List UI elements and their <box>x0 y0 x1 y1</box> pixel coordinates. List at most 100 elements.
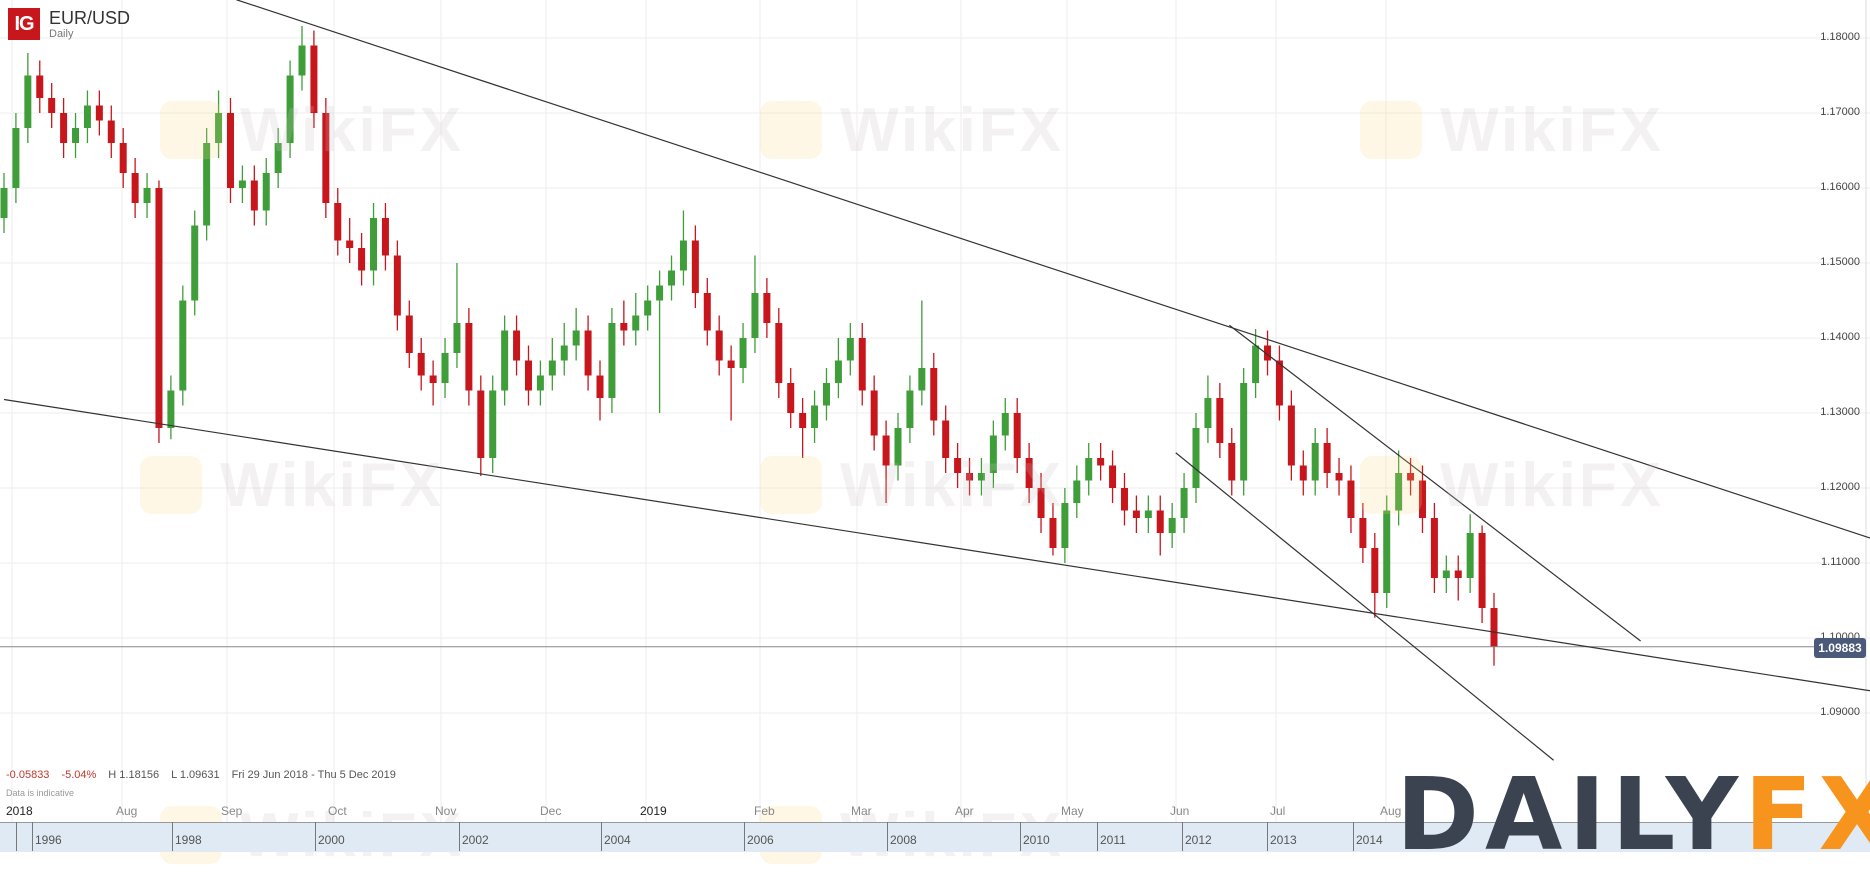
candle-down <box>930 368 938 421</box>
price-tick: 1.15000 <box>1820 256 1860 268</box>
navigator-separator <box>1182 822 1183 851</box>
navigator-separator <box>887 822 888 851</box>
candle-up <box>906 390 914 428</box>
price-tick: 1.11000 <box>1821 556 1860 568</box>
candle-down <box>966 473 974 481</box>
candle-up <box>1168 518 1176 533</box>
change-percent: -5.04% <box>61 769 97 781</box>
candle-up <box>1252 345 1260 383</box>
candle-down <box>322 113 330 203</box>
date-range: Fri 29 Jun 2018 - Thu 5 Dec 2019 <box>231 769 396 781</box>
candle-up <box>441 353 449 383</box>
candle-up <box>286 75 294 143</box>
candle-down <box>1156 510 1164 533</box>
candle-up <box>262 173 270 211</box>
navigator-separator <box>16 822 17 851</box>
candle-up <box>1061 503 1069 548</box>
candle-down <box>1228 443 1236 481</box>
price-tick: 1.18000 <box>1820 31 1860 43</box>
time-tick: 2018 <box>6 804 33 818</box>
candle-up <box>1204 398 1212 428</box>
candle-down <box>417 353 425 376</box>
candle-down <box>1323 443 1331 473</box>
current-price-label: 1.09883 <box>1814 638 1866 658</box>
candle-up <box>191 225 199 301</box>
candle-up <box>1001 413 1009 436</box>
candle-down <box>346 240 354 248</box>
trendlines <box>3 0 1870 761</box>
candle-down <box>715 330 723 361</box>
wikifx-watermark-icon <box>1360 101 1422 159</box>
navigator-separator <box>459 822 460 851</box>
wikifx-watermark: WikiFX <box>1440 96 1665 165</box>
candle-down <box>954 458 962 473</box>
time-tick: Mar <box>851 804 872 818</box>
candle-down <box>1049 518 1057 548</box>
time-tick: Feb <box>754 804 775 818</box>
time-tick: Jun <box>1170 804 1190 818</box>
wikifx-watermark-icon <box>760 456 822 514</box>
symbol-title: EUR/USD <box>49 8 131 28</box>
navigator-separator <box>1097 822 1098 851</box>
navigator-separator <box>1020 822 1021 851</box>
candle-up <box>572 330 580 346</box>
candle-down <box>858 338 866 391</box>
chart-header: IG EUR/USD Daily <box>8 8 130 40</box>
candle-down <box>155 188 163 428</box>
candle-up <box>656 285 664 301</box>
navigator-separator <box>32 822 33 851</box>
navigator-year: 2006 <box>747 833 774 847</box>
candle-down <box>799 413 807 428</box>
candle-down <box>95 105 103 121</box>
candle-down <box>620 323 628 331</box>
candle-up <box>977 473 985 481</box>
navigator[interactable] <box>0 822 1870 852</box>
candle-down <box>1454 570 1462 578</box>
trendline <box>1175 452 1554 761</box>
candle-down <box>1490 608 1498 647</box>
candle-down <box>465 323 473 391</box>
candle-up <box>1466 533 1474 578</box>
candle-up <box>1073 480 1081 503</box>
navigator-year: 2012 <box>1185 833 1212 847</box>
wikifx-watermark: WikiFX <box>840 451 1065 520</box>
candle-up <box>918 368 926 391</box>
candle-down <box>1287 405 1295 466</box>
trendline <box>3 398 1870 692</box>
time-tick: Nov <box>435 804 457 818</box>
time-tick: Oct <box>328 804 347 818</box>
candle-up <box>1144 510 1152 518</box>
price-chart[interactable] <box>0 0 1870 851</box>
candle-up <box>274 143 282 173</box>
candle-up <box>453 323 461 353</box>
navigator-separator <box>744 822 745 851</box>
candle-down <box>763 293 771 323</box>
time-tick: Jul <box>1270 804 1286 818</box>
data-indicative-note: Data is indicative <box>6 788 75 798</box>
candle-down <box>1275 360 1283 406</box>
candle-down <box>1430 518 1438 578</box>
dailyfx-logo: DAILYFX <box>1396 756 1870 873</box>
candle-up <box>679 240 687 271</box>
navigator-year: 2008 <box>890 833 917 847</box>
timeframe-label: Daily <box>49 28 74 40</box>
navigator-year: 2010 <box>1023 833 1050 847</box>
navigator-separator <box>1353 822 1354 851</box>
candle-down <box>1299 465 1307 481</box>
navigator-year: 2004 <box>604 833 631 847</box>
navigator-separator <box>1267 822 1268 851</box>
navigator-year: 2002 <box>462 833 489 847</box>
candle-down <box>1013 413 1021 458</box>
candle-down <box>1264 345 1272 361</box>
candle-down <box>1371 548 1379 593</box>
wikifx-watermark-icon <box>140 456 202 514</box>
navigator-year: 2011 <box>1100 833 1126 847</box>
candle-up <box>0 188 8 218</box>
price-tick: 1.09000 <box>1820 706 1860 718</box>
navigator-year: 1998 <box>175 833 202 847</box>
high-value: H 1.18156 <box>108 769 160 781</box>
candle-up <box>1395 473 1403 511</box>
time-tick: May <box>1061 804 1084 818</box>
candle-down <box>1347 480 1355 518</box>
candle-down <box>727 360 735 368</box>
